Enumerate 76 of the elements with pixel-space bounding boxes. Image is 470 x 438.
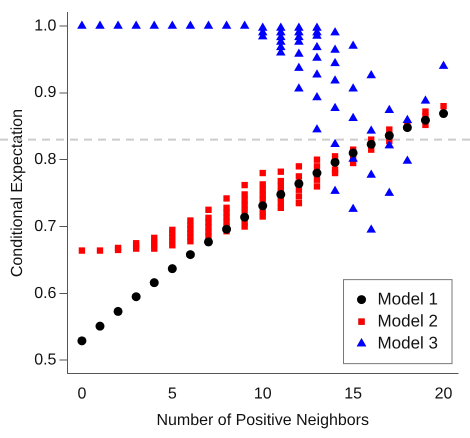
point xyxy=(258,201,268,210)
point xyxy=(186,250,195,260)
point xyxy=(366,224,376,233)
y-axis-title: Conditional Expectation xyxy=(9,109,26,278)
point xyxy=(402,156,412,164)
point xyxy=(95,322,104,331)
point xyxy=(77,20,87,29)
point xyxy=(366,70,376,78)
point xyxy=(312,42,322,50)
point xyxy=(131,20,141,29)
point xyxy=(330,158,340,167)
y-tick-label: 0.9 xyxy=(34,84,57,102)
point xyxy=(294,83,304,92)
point xyxy=(348,148,358,158)
point xyxy=(348,83,358,92)
point xyxy=(168,264,177,274)
point xyxy=(294,62,304,71)
x-axis-title: Number of Positive Neighbors xyxy=(156,412,369,429)
x-tick-label: 5 xyxy=(168,386,177,403)
point xyxy=(384,104,394,113)
point xyxy=(312,69,322,78)
point xyxy=(240,212,250,222)
point xyxy=(348,40,358,49)
point xyxy=(149,20,159,29)
legend-label: Model 3 xyxy=(378,333,438,352)
point xyxy=(348,112,358,121)
point xyxy=(312,92,322,100)
point xyxy=(330,58,340,66)
point xyxy=(168,20,178,29)
point xyxy=(330,44,340,53)
x-tick-label: 10 xyxy=(254,386,272,403)
point xyxy=(77,336,86,346)
point xyxy=(294,48,304,57)
point xyxy=(330,186,340,194)
point xyxy=(240,20,250,29)
point xyxy=(330,27,340,36)
point xyxy=(366,125,376,134)
point xyxy=(330,102,340,111)
point xyxy=(186,20,196,29)
point xyxy=(113,20,123,29)
point xyxy=(330,75,340,84)
x-tick-label: 20 xyxy=(434,386,453,403)
point xyxy=(439,109,448,118)
y-tick-label: 1.0 xyxy=(34,17,57,34)
point xyxy=(402,114,412,123)
point xyxy=(384,140,394,148)
point xyxy=(150,278,159,288)
x-tick-label: 0 xyxy=(77,386,86,403)
point xyxy=(132,292,141,302)
legend-label: Model 1 xyxy=(378,289,438,308)
point xyxy=(420,95,430,104)
point xyxy=(312,168,322,178)
point xyxy=(114,306,123,316)
legend-label: Model 2 xyxy=(378,311,438,330)
point xyxy=(348,204,358,212)
point xyxy=(366,140,376,149)
point xyxy=(420,116,430,125)
point xyxy=(384,131,394,140)
point xyxy=(204,20,214,29)
point xyxy=(312,124,322,132)
point xyxy=(204,237,213,246)
x-tick-label: 15 xyxy=(344,386,362,403)
point xyxy=(222,20,232,29)
point xyxy=(366,170,376,178)
point xyxy=(95,20,105,29)
y-tick-label: 0.7 xyxy=(34,218,57,235)
y-tick-label: 0.5 xyxy=(34,352,57,369)
y-tick-label: 0.6 xyxy=(34,284,57,302)
point xyxy=(438,60,448,69)
point xyxy=(384,188,394,196)
point xyxy=(276,190,286,199)
point xyxy=(330,138,340,148)
point xyxy=(312,52,322,61)
point xyxy=(222,224,232,234)
y-tick-label: 0.8 xyxy=(34,151,57,168)
point xyxy=(402,123,412,132)
